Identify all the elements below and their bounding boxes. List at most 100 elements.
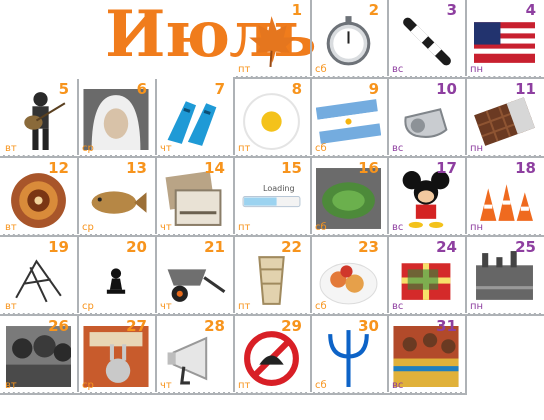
day-cell-25[interactable]: 25 пн <box>465 237 544 316</box>
day-number: 22 <box>281 238 302 256</box>
weekday-label: вт <box>5 222 17 233</box>
day-cell-31[interactable]: 31 вс <box>387 316 467 395</box>
day-cell-27[interactable]: 27 ср <box>77 316 157 395</box>
day-number: 3 <box>446 1 457 19</box>
day-cell-8[interactable]: 8 пт <box>233 79 312 158</box>
weekday-label: сб <box>315 222 327 233</box>
weekday-label: пн <box>470 64 484 75</box>
day-cell-28[interactable]: 28 чт <box>155 316 235 395</box>
day-cell-5[interactable]: 5 вт <box>0 79 79 158</box>
day-number: 10 <box>436 80 457 98</box>
day-cell-11[interactable]: 11 пн <box>465 79 544 158</box>
day-number: 18 <box>515 159 536 177</box>
weekday-label: ср <box>82 222 94 233</box>
day-cell-21[interactable]: 21 чт <box>155 237 235 316</box>
weekday-label: чт <box>160 222 172 233</box>
day-cell-16[interactable]: 16 сб <box>310 158 389 237</box>
weekday-label: пн <box>470 301 484 312</box>
paper-cup-icon <box>239 247 304 308</box>
weekday-label: пт <box>238 222 251 233</box>
weekday-label: пт <box>238 64 251 75</box>
crowd-photo-icon <box>6 326 71 387</box>
day-cell-7[interactable]: 7 чт <box>155 79 235 158</box>
day-number: 4 <box>525 1 536 19</box>
day-number: 29 <box>281 317 302 335</box>
day-cell-13[interactable]: 13 ср <box>77 158 157 237</box>
day-number: 9 <box>368 80 379 98</box>
weekday-label: чт <box>160 380 172 391</box>
day-number: 21 <box>204 238 225 256</box>
day-cell-29[interactable]: 29 пт <box>233 316 312 395</box>
wheelbarrow-icon <box>161 247 227 308</box>
weekday-label: вт <box>5 301 17 312</box>
daisy-icon <box>239 89 304 150</box>
day-number: 7 <box>214 80 225 98</box>
weekday-label: вс <box>392 301 404 312</box>
day-cell-15[interactable]: Loading 15 пт <box>233 158 312 237</box>
day-number: 27 <box>126 317 147 335</box>
day-number: 26 <box>48 317 69 335</box>
weekday-label: вт <box>5 380 17 391</box>
day-number: 23 <box>358 238 379 256</box>
weekday-label: пт <box>238 380 251 391</box>
day-number: 5 <box>58 80 69 98</box>
weekday-label: чт <box>160 143 172 154</box>
bugs-bunny-poster-icon <box>83 326 149 387</box>
day-cell-4[interactable]: 4 пн <box>465 0 544 79</box>
gift-box-icon <box>393 247 459 308</box>
weekday-label: ср <box>82 301 94 312</box>
maple-leaf-icon <box>239 10 304 71</box>
day-cell-18[interactable]: 18 пн <box>465 158 544 237</box>
no-sign-icon <box>239 326 304 387</box>
weekday-label: ср <box>82 380 94 391</box>
day-number: 25 <box>515 238 536 256</box>
day-number: 24 <box>436 238 457 256</box>
day-number: 6 <box>136 80 147 98</box>
aboriginal-art-icon <box>6 168 71 229</box>
day-cell-26[interactable]: 26 вт <box>0 316 79 395</box>
day-number: 12 <box>48 159 69 177</box>
loading-bar-icon <box>239 168 304 229</box>
traffic-baton-icon <box>393 10 459 71</box>
day-cell-23[interactable]: 23 сб <box>310 237 389 316</box>
day-cell-1[interactable]: 1 пт <box>233 0 312 79</box>
trident-icon <box>316 326 381 387</box>
day-cell-30[interactable]: 30 сб <box>310 316 389 395</box>
fish-icon <box>83 168 149 229</box>
day-cell-10[interactable]: 10 вс <box>387 79 467 158</box>
day-number: 20 <box>126 238 147 256</box>
industrial-photo-icon <box>471 247 538 308</box>
old-photos-icon <box>161 168 227 229</box>
stadium-icon <box>316 168 381 229</box>
day-number: 31 <box>436 317 457 335</box>
weekday-label: вс <box>392 222 404 233</box>
day-number: 15 <box>281 159 302 177</box>
day-cell-19[interactable]: 19 вт <box>0 237 79 316</box>
day-cell-14[interactable]: 14 чт <box>155 158 235 237</box>
day-cell-24[interactable]: 24 вс <box>387 237 467 316</box>
argentina-flag-icon <box>316 89 381 150</box>
dancers-photo-icon <box>393 326 459 387</box>
loading-caption: Loading <box>263 184 295 193</box>
day-number: 30 <box>358 317 379 335</box>
day-cell-9[interactable]: 9 сб <box>310 79 389 158</box>
weekday-label: вт <box>5 143 17 154</box>
day-number: 28 <box>204 317 225 335</box>
day-cell-6[interactable]: 6 ср <box>77 79 157 158</box>
weekday-label: вс <box>392 380 404 391</box>
day-cell-17[interactable]: 17 вс <box>387 158 467 237</box>
weekday-label: сб <box>315 380 327 391</box>
whistle-icon <box>393 89 459 150</box>
sketch-drawing-icon <box>6 247 71 308</box>
day-cell-12[interactable]: 12 вт <box>0 158 79 237</box>
weekday-label: сб <box>315 64 327 75</box>
day-number: 19 <box>48 238 69 256</box>
day-cell-20[interactable]: 20 ср <box>77 237 157 316</box>
day-cell-3[interactable]: 3 вс <box>387 0 467 79</box>
day-cell-2[interactable]: 2 сб <box>310 0 389 79</box>
traffic-cones-icon <box>471 168 538 229</box>
guitarist-photo-icon <box>6 89 71 150</box>
day-cell-22[interactable]: 22 пт <box>233 237 312 316</box>
weekday-label: пт <box>238 301 251 312</box>
chocolate-bar-icon <box>471 89 538 150</box>
